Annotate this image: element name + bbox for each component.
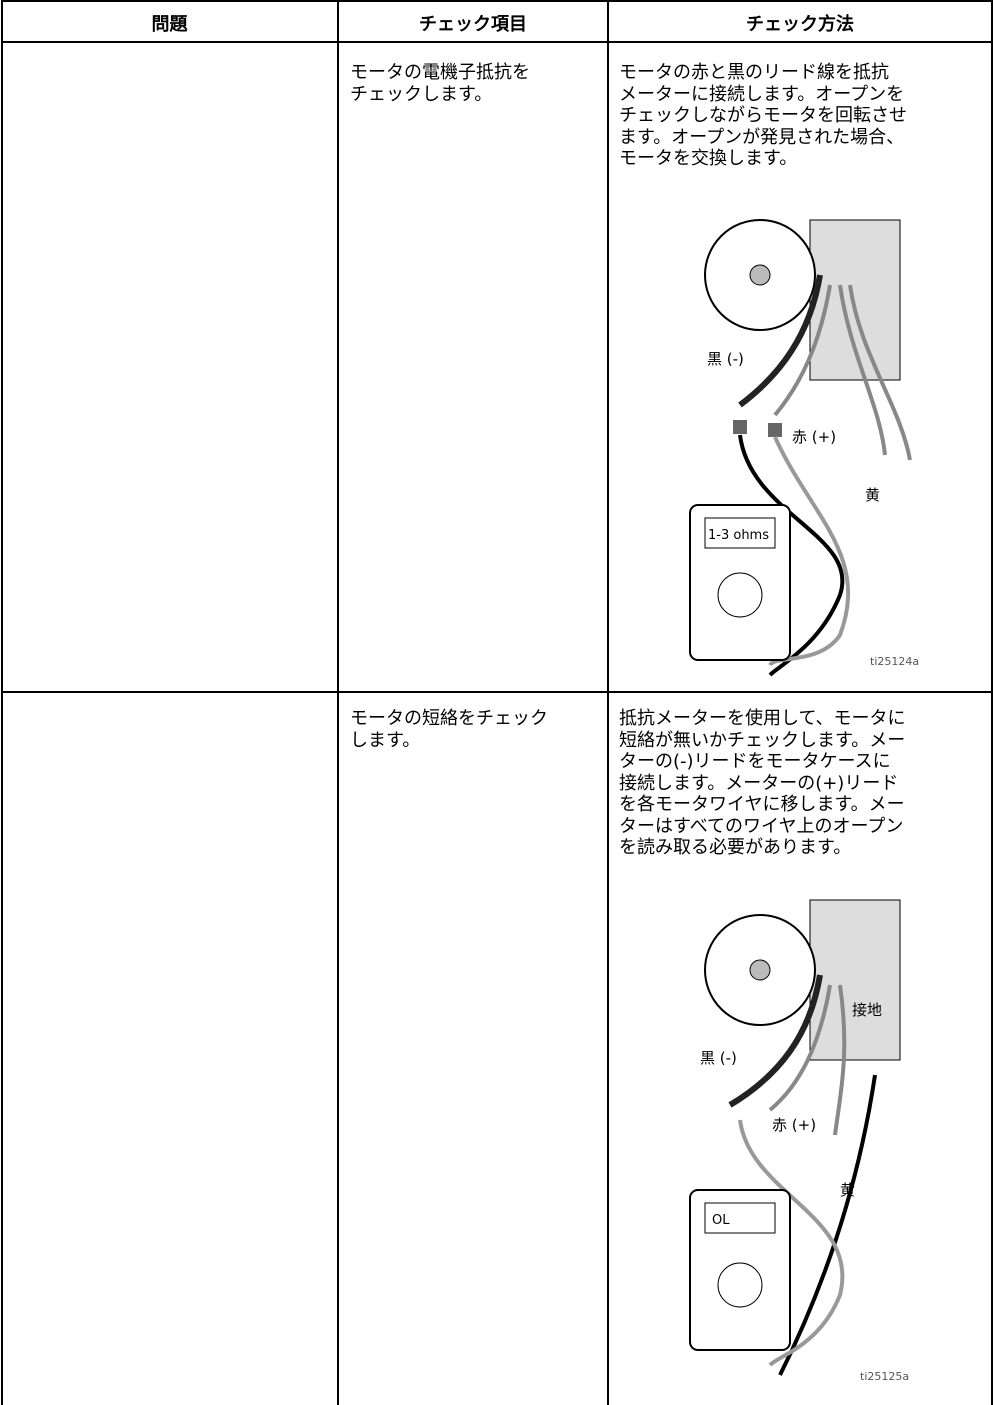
border	[337, 0, 339, 1405]
meter-display: OL	[712, 1213, 730, 1228]
text-line: ます。オープンが発見された場合、	[619, 126, 905, 148]
check-method: モータの赤と黒のリード線を抵抗 メーターに接続します。オープンを チェックしながらモ…	[619, 62, 907, 170]
figure-id: ti25125a	[860, 1370, 909, 1383]
text-line: を読み取る必要があります。	[619, 837, 852, 858]
border	[991, 0, 993, 1405]
text-line: チェックします。	[350, 83, 493, 105]
meter-display: 1-3 ohms	[708, 528, 769, 543]
label: 赤 (+)	[772, 1116, 816, 1134]
text-line: します。	[350, 729, 421, 751]
text-line: ターはすべてのワイヤ上のオープン	[619, 815, 904, 837]
check-method: 抵抗メーターを使用して、モータに 短絡が無いかチェックします。メー ターの(-)リー…	[619, 708, 906, 859]
check-item: モータの短絡をチェック します。	[350, 708, 548, 751]
label: 接地	[852, 1001, 882, 1019]
text-line: モータを交換します。	[619, 148, 798, 169]
text-line: 接続します。メーターの(+)リード	[619, 772, 899, 794]
header-cell: 問題	[151, 14, 188, 35]
header-cell: チェック項目	[419, 14, 527, 35]
border	[607, 0, 609, 1405]
header-cell: チェック方法	[746, 14, 854, 35]
border	[1, 0, 3, 1405]
label: 黄	[865, 486, 880, 504]
border	[2, 41, 993, 43]
label: 黒 (-)	[707, 350, 744, 368]
border	[2, 0, 993, 2]
figure: 1-3 ohms 黒 (-) 赤 (+) 黄 ti25124a	[689, 219, 919, 677]
figure-id: ti25124a	[870, 655, 919, 668]
text-line: 短絡が無いかチェックします。メー	[619, 729, 906, 751]
text-line: メーターに接続します。オープンを	[619, 83, 905, 105]
label: 黒 (-)	[700, 1049, 737, 1067]
text-line: 抵抗メーターを使用して、モータに	[619, 708, 906, 729]
label: 赤 (+)	[792, 428, 836, 446]
label: 黄	[840, 1181, 855, 1199]
figure: OL 接地 黒 (-) 赤 (+) 黄 ti25125a	[689, 899, 909, 1383]
border	[2, 691, 993, 693]
text-line: モータの赤と黒のリード線を抵抗	[619, 62, 889, 83]
text-line: ターの(-)リードをモータケースに	[619, 751, 891, 772]
text-line: モータの短絡をチェック	[350, 708, 548, 729]
check-item: モータの電機子抵抗を チェックします。	[350, 62, 530, 105]
text-line: モータの電機子抵抗を	[350, 62, 530, 83]
text-line: を各モータワイヤに移します。メー	[619, 794, 905, 815]
text-line: チェックしながらモータを回転させ	[619, 105, 907, 126]
